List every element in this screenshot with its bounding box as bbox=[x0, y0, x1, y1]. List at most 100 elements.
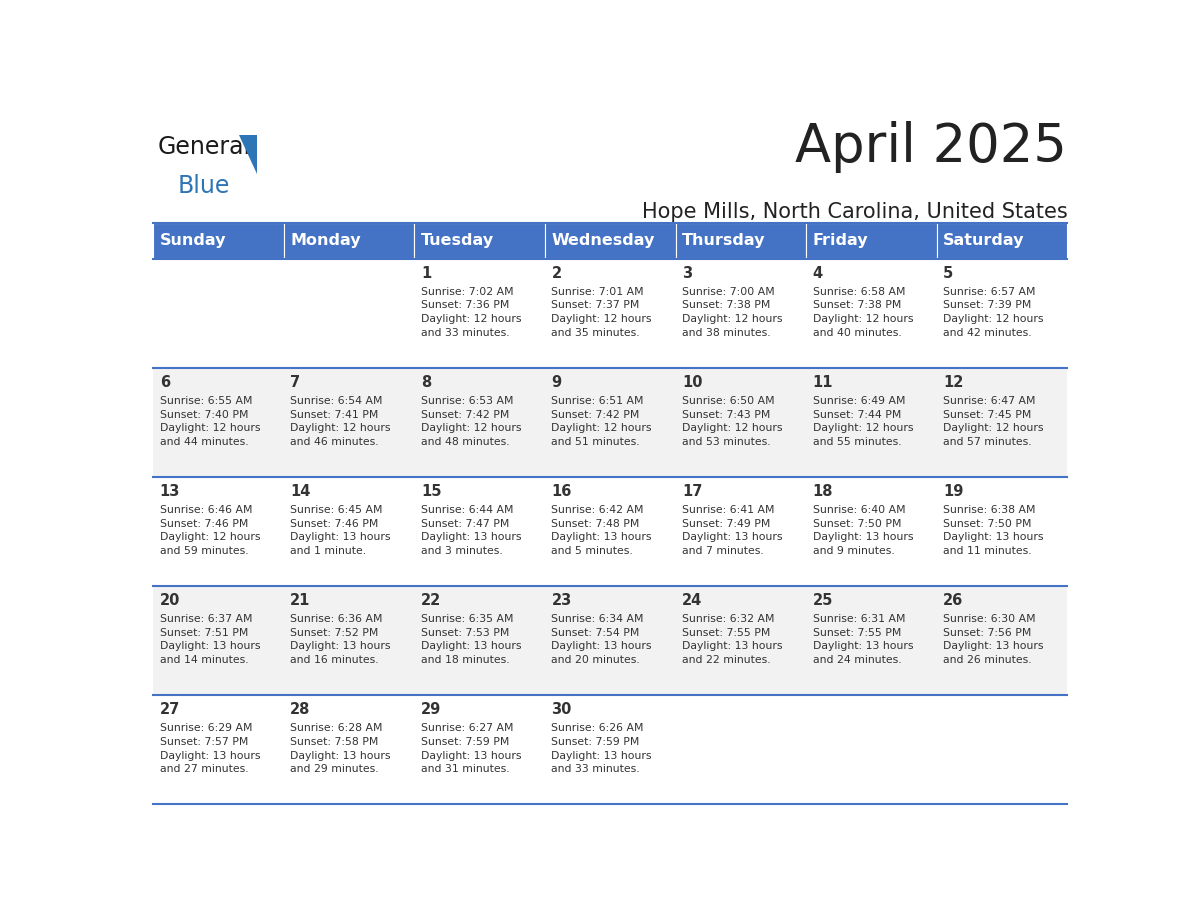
Bar bbox=[937, 223, 1067, 259]
Bar bbox=[545, 223, 676, 259]
Bar bbox=[415, 368, 545, 476]
Bar bbox=[807, 368, 937, 476]
Bar bbox=[676, 223, 807, 259]
Text: Sunrise: 6:28 AM
Sunset: 7:58 PM
Daylight: 13 hours
and 29 minutes.: Sunrise: 6:28 AM Sunset: 7:58 PM Dayligh… bbox=[290, 723, 391, 774]
Bar bbox=[676, 695, 807, 804]
Text: Sunrise: 6:32 AM
Sunset: 7:55 PM
Daylight: 13 hours
and 22 minutes.: Sunrise: 6:32 AM Sunset: 7:55 PM Dayligh… bbox=[682, 614, 783, 666]
Bar bbox=[807, 223, 937, 259]
Text: 3: 3 bbox=[682, 265, 693, 281]
Bar bbox=[545, 476, 676, 586]
Text: Sunrise: 6:53 AM
Sunset: 7:42 PM
Daylight: 12 hours
and 48 minutes.: Sunrise: 6:53 AM Sunset: 7:42 PM Dayligh… bbox=[421, 396, 522, 447]
Bar bbox=[284, 695, 415, 804]
Bar bbox=[415, 695, 545, 804]
Bar bbox=[545, 368, 676, 476]
Text: Sunrise: 6:58 AM
Sunset: 7:38 PM
Daylight: 12 hours
and 40 minutes.: Sunrise: 6:58 AM Sunset: 7:38 PM Dayligh… bbox=[813, 286, 914, 338]
Text: Blue: Blue bbox=[178, 174, 230, 197]
Text: 22: 22 bbox=[421, 593, 441, 608]
Text: 20: 20 bbox=[159, 593, 181, 608]
Bar bbox=[153, 259, 284, 368]
Bar bbox=[545, 586, 676, 695]
Bar bbox=[807, 476, 937, 586]
Text: 2: 2 bbox=[551, 265, 562, 281]
Bar bbox=[153, 223, 284, 259]
Text: 4: 4 bbox=[813, 265, 823, 281]
Text: 6: 6 bbox=[159, 375, 170, 390]
Bar bbox=[937, 259, 1067, 368]
Polygon shape bbox=[239, 135, 257, 174]
Bar bbox=[415, 223, 545, 259]
Text: 12: 12 bbox=[943, 375, 963, 390]
Bar bbox=[676, 476, 807, 586]
Text: 29: 29 bbox=[421, 702, 441, 717]
Text: Sunrise: 6:35 AM
Sunset: 7:53 PM
Daylight: 13 hours
and 18 minutes.: Sunrise: 6:35 AM Sunset: 7:53 PM Dayligh… bbox=[421, 614, 522, 666]
Text: Sunrise: 6:31 AM
Sunset: 7:55 PM
Daylight: 13 hours
and 24 minutes.: Sunrise: 6:31 AM Sunset: 7:55 PM Dayligh… bbox=[813, 614, 914, 666]
Text: Monday: Monday bbox=[290, 233, 361, 249]
Text: 5: 5 bbox=[943, 265, 954, 281]
Text: Sunrise: 6:26 AM
Sunset: 7:59 PM
Daylight: 13 hours
and 33 minutes.: Sunrise: 6:26 AM Sunset: 7:59 PM Dayligh… bbox=[551, 723, 652, 774]
Text: 25: 25 bbox=[813, 593, 833, 608]
Bar bbox=[415, 476, 545, 586]
Text: 19: 19 bbox=[943, 484, 963, 499]
Bar bbox=[545, 259, 676, 368]
Text: 26: 26 bbox=[943, 593, 963, 608]
Bar bbox=[545, 695, 676, 804]
Bar bbox=[284, 259, 415, 368]
Text: General: General bbox=[158, 135, 251, 159]
Bar bbox=[676, 259, 807, 368]
Text: Sunrise: 6:42 AM
Sunset: 7:48 PM
Daylight: 13 hours
and 5 minutes.: Sunrise: 6:42 AM Sunset: 7:48 PM Dayligh… bbox=[551, 505, 652, 556]
Text: Sunrise: 6:38 AM
Sunset: 7:50 PM
Daylight: 13 hours
and 11 minutes.: Sunrise: 6:38 AM Sunset: 7:50 PM Dayligh… bbox=[943, 505, 1044, 556]
Text: Sunrise: 6:36 AM
Sunset: 7:52 PM
Daylight: 13 hours
and 16 minutes.: Sunrise: 6:36 AM Sunset: 7:52 PM Dayligh… bbox=[290, 614, 391, 666]
Text: 10: 10 bbox=[682, 375, 702, 390]
Text: Sunrise: 6:41 AM
Sunset: 7:49 PM
Daylight: 13 hours
and 7 minutes.: Sunrise: 6:41 AM Sunset: 7:49 PM Dayligh… bbox=[682, 505, 783, 556]
Bar bbox=[153, 368, 284, 476]
Text: Sunrise: 6:46 AM
Sunset: 7:46 PM
Daylight: 12 hours
and 59 minutes.: Sunrise: 6:46 AM Sunset: 7:46 PM Dayligh… bbox=[159, 505, 260, 556]
Text: 15: 15 bbox=[421, 484, 442, 499]
Text: Sunrise: 6:29 AM
Sunset: 7:57 PM
Daylight: 13 hours
and 27 minutes.: Sunrise: 6:29 AM Sunset: 7:57 PM Dayligh… bbox=[159, 723, 260, 774]
Text: 17: 17 bbox=[682, 484, 702, 499]
Text: 14: 14 bbox=[290, 484, 310, 499]
Text: 1: 1 bbox=[421, 265, 431, 281]
Text: 23: 23 bbox=[551, 593, 571, 608]
Text: Sunrise: 6:51 AM
Sunset: 7:42 PM
Daylight: 12 hours
and 51 minutes.: Sunrise: 6:51 AM Sunset: 7:42 PM Dayligh… bbox=[551, 396, 652, 447]
Text: Wednesday: Wednesday bbox=[551, 233, 655, 249]
Text: Sunrise: 6:57 AM
Sunset: 7:39 PM
Daylight: 12 hours
and 42 minutes.: Sunrise: 6:57 AM Sunset: 7:39 PM Dayligh… bbox=[943, 286, 1044, 338]
Bar bbox=[415, 259, 545, 368]
Text: Sunrise: 6:30 AM
Sunset: 7:56 PM
Daylight: 13 hours
and 26 minutes.: Sunrise: 6:30 AM Sunset: 7:56 PM Dayligh… bbox=[943, 614, 1044, 666]
Text: 8: 8 bbox=[421, 375, 431, 390]
Bar bbox=[284, 476, 415, 586]
Text: 9: 9 bbox=[551, 375, 562, 390]
Text: Sunrise: 6:34 AM
Sunset: 7:54 PM
Daylight: 13 hours
and 20 minutes.: Sunrise: 6:34 AM Sunset: 7:54 PM Dayligh… bbox=[551, 614, 652, 666]
Text: Sunrise: 6:40 AM
Sunset: 7:50 PM
Daylight: 13 hours
and 9 minutes.: Sunrise: 6:40 AM Sunset: 7:50 PM Dayligh… bbox=[813, 505, 914, 556]
Text: 18: 18 bbox=[813, 484, 833, 499]
Text: Sunrise: 6:49 AM
Sunset: 7:44 PM
Daylight: 12 hours
and 55 minutes.: Sunrise: 6:49 AM Sunset: 7:44 PM Dayligh… bbox=[813, 396, 914, 447]
Bar bbox=[807, 695, 937, 804]
Text: Sunrise: 7:02 AM
Sunset: 7:36 PM
Daylight: 12 hours
and 33 minutes.: Sunrise: 7:02 AM Sunset: 7:36 PM Dayligh… bbox=[421, 286, 522, 338]
Text: Sunrise: 6:44 AM
Sunset: 7:47 PM
Daylight: 13 hours
and 3 minutes.: Sunrise: 6:44 AM Sunset: 7:47 PM Dayligh… bbox=[421, 505, 522, 556]
Bar bbox=[937, 476, 1067, 586]
Text: 13: 13 bbox=[159, 484, 181, 499]
Text: 24: 24 bbox=[682, 593, 702, 608]
Text: Sunrise: 6:45 AM
Sunset: 7:46 PM
Daylight: 13 hours
and 1 minute.: Sunrise: 6:45 AM Sunset: 7:46 PM Dayligh… bbox=[290, 505, 391, 556]
Text: 27: 27 bbox=[159, 702, 179, 717]
Bar bbox=[284, 368, 415, 476]
Text: Sunday: Sunday bbox=[159, 233, 226, 249]
Text: 7: 7 bbox=[290, 375, 301, 390]
Bar bbox=[153, 586, 284, 695]
Text: Sunrise: 6:55 AM
Sunset: 7:40 PM
Daylight: 12 hours
and 44 minutes.: Sunrise: 6:55 AM Sunset: 7:40 PM Dayligh… bbox=[159, 396, 260, 447]
Text: 28: 28 bbox=[290, 702, 310, 717]
Text: 30: 30 bbox=[551, 702, 571, 717]
Text: Hope Mills, North Carolina, United States: Hope Mills, North Carolina, United State… bbox=[642, 202, 1067, 222]
Text: Sunrise: 6:54 AM
Sunset: 7:41 PM
Daylight: 12 hours
and 46 minutes.: Sunrise: 6:54 AM Sunset: 7:41 PM Dayligh… bbox=[290, 396, 391, 447]
Text: Sunrise: 7:00 AM
Sunset: 7:38 PM
Daylight: 12 hours
and 38 minutes.: Sunrise: 7:00 AM Sunset: 7:38 PM Dayligh… bbox=[682, 286, 783, 338]
Text: Sunrise: 6:27 AM
Sunset: 7:59 PM
Daylight: 13 hours
and 31 minutes.: Sunrise: 6:27 AM Sunset: 7:59 PM Dayligh… bbox=[421, 723, 522, 774]
Bar bbox=[676, 586, 807, 695]
Text: Sunrise: 6:37 AM
Sunset: 7:51 PM
Daylight: 13 hours
and 14 minutes.: Sunrise: 6:37 AM Sunset: 7:51 PM Dayligh… bbox=[159, 614, 260, 666]
Bar bbox=[937, 586, 1067, 695]
Bar bbox=[415, 586, 545, 695]
Text: Saturday: Saturday bbox=[943, 233, 1025, 249]
Bar bbox=[807, 259, 937, 368]
Text: Friday: Friday bbox=[813, 233, 868, 249]
Text: 21: 21 bbox=[290, 593, 310, 608]
Text: Tuesday: Tuesday bbox=[421, 233, 494, 249]
Bar bbox=[937, 368, 1067, 476]
